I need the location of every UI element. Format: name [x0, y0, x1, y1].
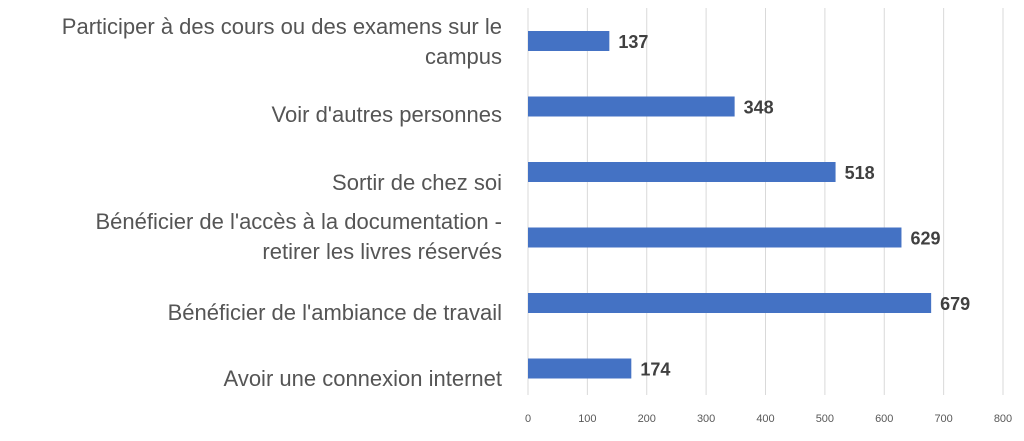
x-tick-label: 200	[638, 413, 656, 425]
bar-value-label: 174	[640, 360, 670, 380]
x-tick-label: 300	[697, 413, 715, 425]
bar	[528, 293, 932, 313]
category-label: Bénéficier de l'accès à la documentation…	[95, 209, 502, 264]
bar	[528, 96, 735, 117]
x-tick-label: 800	[994, 413, 1012, 425]
bar-value-label: 137	[618, 32, 648, 52]
bar-value-label: 629	[910, 229, 940, 249]
bar-value-label: 348	[744, 98, 774, 118]
bar	[528, 31, 610, 51]
x-tick-label: 700	[934, 413, 952, 425]
category-label: Bénéficier de l'ambiance de travail	[167, 300, 502, 325]
bar	[528, 162, 836, 182]
x-tick-label: 100	[578, 413, 596, 425]
x-tick-label: 500	[816, 413, 834, 425]
x-tick-label: 0	[525, 413, 531, 425]
category-label: Sortir de chez soi	[332, 170, 502, 195]
bar-value-label: 518	[845, 163, 875, 183]
category-label: Participer à des cours ou des examens su…	[61, 14, 502, 69]
category-label: Avoir une connexion internet	[223, 366, 502, 391]
x-tick-label: 600	[875, 413, 893, 425]
bar	[528, 358, 632, 379]
bar-value-label: 679	[940, 294, 970, 314]
x-tick-label: 400	[756, 413, 774, 425]
category-label: Voir d'autres personnes	[271, 102, 502, 127]
bar	[528, 227, 902, 248]
